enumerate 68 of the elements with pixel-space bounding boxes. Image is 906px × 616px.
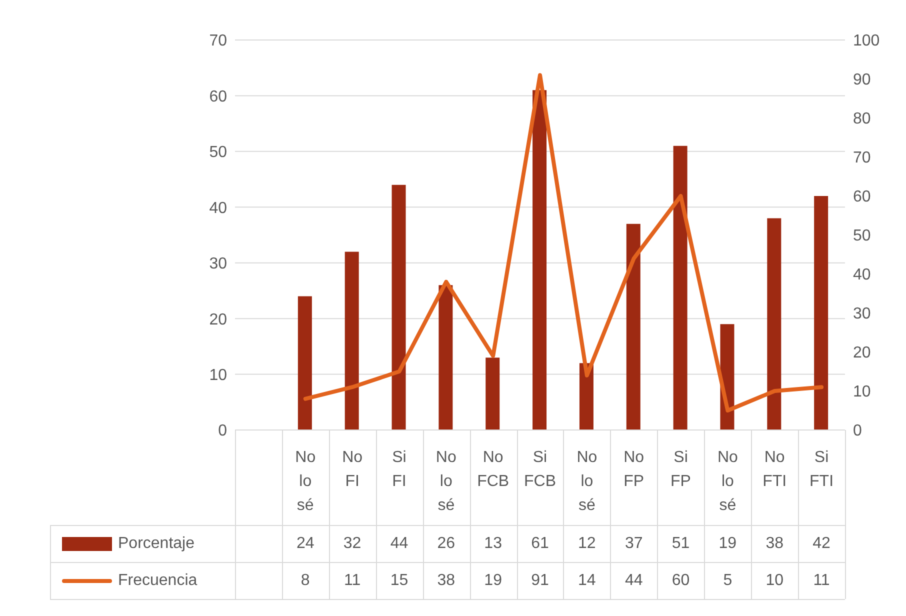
y-tick-label: 10	[209, 366, 228, 384]
data-label: 15	[389, 570, 410, 590]
data-label: 32	[342, 534, 362, 554]
y2-tick-label: 0	[853, 422, 862, 440]
data-label: 11	[812, 570, 831, 590]
data-label: 37	[624, 534, 644, 554]
x-tick-label: Si FP	[670, 449, 691, 490]
x-tick-label: No FI	[342, 449, 363, 490]
x-tick-label: Si FI	[392, 449, 406, 490]
y2-tick-label: 80	[853, 110, 871, 128]
x-tick-label: No lo sé	[436, 449, 456, 514]
y2-tick-label: 50	[853, 228, 871, 245]
bar	[344, 252, 359, 430]
y2-tick-label: 100	[853, 32, 880, 50]
bar	[673, 146, 688, 430]
y2-tick-label: 30	[853, 306, 871, 323]
y-tick-label: 0	[218, 422, 228, 440]
data-label: 24	[295, 534, 316, 554]
x-tick-label: No lo sé	[717, 449, 738, 514]
bar	[532, 90, 547, 430]
data-label: 26	[436, 534, 456, 554]
data-label: 11	[343, 570, 362, 590]
y2-tick-label: 70	[853, 150, 871, 167]
data-label: 12	[577, 534, 597, 554]
bar	[392, 184, 406, 430]
y2-tick-label: 40	[853, 266, 871, 284]
y2-tick-label: 20	[853, 344, 871, 362]
y2-tick-label: 60	[853, 188, 871, 206]
y-tick-label: 20	[209, 311, 228, 328]
data-label: 60	[670, 570, 691, 590]
y2-tick-label: 10	[853, 384, 871, 401]
data-label: 38	[764, 534, 784, 554]
bar	[767, 218, 782, 430]
x-tick-label: No FTI	[762, 449, 787, 490]
x-tick-label: No FCB	[477, 449, 510, 490]
legend-label: Porcentaje	[118, 534, 194, 552]
x-tick-label: No lo sé	[576, 449, 598, 514]
x-tick-label: No FP	[624, 449, 644, 490]
data-label: 8	[300, 570, 311, 590]
y-tick-label: 70	[209, 32, 228, 50]
y-tick-label: 40	[209, 200, 228, 217]
data-label: 61	[530, 534, 550, 554]
legend-label: Frecuencia	[118, 572, 198, 590]
y-tick-label: 30	[209, 256, 228, 273]
bar	[814, 196, 828, 430]
bar	[626, 224, 640, 430]
bar	[298, 296, 312, 430]
data-label: 19	[483, 570, 503, 590]
data-label: 10	[764, 570, 784, 590]
y-tick-label: 60	[209, 88, 228, 106]
bar	[438, 285, 453, 430]
data-label: 44	[389, 534, 410, 554]
bar	[486, 358, 500, 430]
x-tick-label: Si FTI	[810, 449, 834, 490]
data-label: 91	[530, 570, 550, 590]
data-label: 38	[436, 570, 456, 590]
data-label: 14	[577, 570, 597, 590]
y-tick-label: 50	[209, 144, 228, 162]
x-tick-label: No lo sé	[295, 449, 316, 514]
data-label: 51	[670, 534, 691, 554]
data-label: 44	[624, 570, 644, 590]
data-label: 19	[718, 534, 738, 554]
line-series	[303, 73, 824, 412]
data-label: 13	[483, 534, 503, 554]
x-tick-label: Si FCB	[524, 449, 556, 490]
data-label: 42	[812, 534, 832, 554]
data-label: 5	[722, 570, 734, 590]
y2-tick-label: 90	[853, 72, 871, 89]
